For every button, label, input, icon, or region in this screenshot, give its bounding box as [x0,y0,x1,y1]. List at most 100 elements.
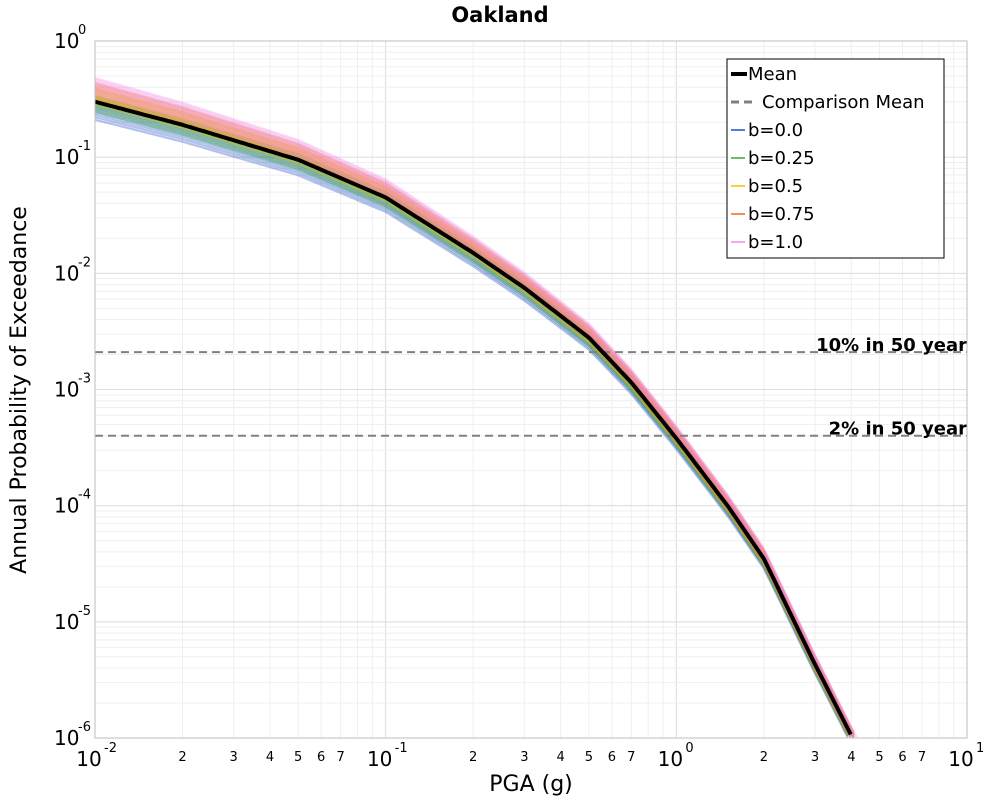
legend-label: b=0.0 [748,120,803,141]
y-tick-exponent: -5 [78,604,91,619]
branch-curve [94,76,858,738]
reference-line-label: 2% in 50 year [829,419,967,440]
x-tick-base: 10 [76,747,101,771]
x-minor-tick-label: 4 [847,750,855,765]
tick-labels: 10 -2 10 -1 10 0 10 12 3 4 5 6 7 2 3 4 5 6 7 2 3 4 5 6 710010-11… [54,23,984,771]
x-minor-tick-label: 6 [608,750,616,765]
branch-curve [94,94,855,736]
y-major-tick-label: 10-2 [54,255,91,285]
x-minor-tick-label: 5 [585,750,593,765]
y-major-tick-label: 10-4 [54,488,91,518]
x-minor-tick-label: 6 [317,750,325,765]
y-tick-base: 10 [54,145,79,169]
legend-item: Mean [731,64,797,85]
plot-frame [94,40,968,739]
legend-item: b=0.25 [731,148,815,169]
y-tick-exponent: -1 [78,139,91,154]
branch-curve [94,90,855,737]
y-tick-exponent: -3 [78,372,91,387]
x-major-tick-label: 10 -1 [367,741,408,771]
branch-curve [94,113,849,735]
x-major-tick-label: 10 1 [948,741,984,771]
branch-curve [94,82,855,737]
y-major-tick-label: 10-1 [54,139,91,169]
y-tick-exponent: -6 [78,720,91,735]
x-minor-tick-label: 2 [469,750,477,765]
x-minor-tick-label: 3 [230,750,238,765]
x-minor-tick-label: 7 [627,750,635,765]
branch-curve [94,85,855,736]
y-tick-exponent: -4 [78,488,91,503]
y-tick-base: 10 [54,29,79,53]
y-tick-base: 10 [54,378,79,402]
branch-curve [94,106,849,734]
x-axis-label: PGA (g) [489,772,573,797]
branch-curve [94,118,849,739]
x-minor-tick-label: 7 [337,750,345,765]
legend-item: b=0.0 [731,120,803,141]
x-tick-base: 10 [658,747,683,771]
grid [94,41,967,739]
x-tick-exponent: 0 [685,741,693,756]
reference-lines: 10% in 50 year 2% in 50 year [95,335,967,440]
branch-curve [94,96,855,737]
branch-curve [94,80,855,735]
x-tick-base: 10 [948,747,973,771]
branch-curve [94,84,855,739]
mean-curve-layer [94,99,853,736]
branch-curve [94,110,849,737]
legend-label: b=1.0 [748,232,803,253]
legend: Mean Comparison Mean b=0.0 b=0.25 b=0.5 b=0.7… [726,58,945,259]
x-minor-tick-label: 5 [294,750,302,765]
x-tick-exponent: 1 [976,741,984,756]
y-tick-base: 10 [54,726,79,750]
reference-line-label: 10% in 50 year [816,335,967,356]
x-minor-tick-label: 7 [918,750,926,765]
chart-title: Oakland [451,3,548,27]
legend-label: Comparison Mean [762,92,925,113]
branch-curve [94,116,849,737]
y-tick-base: 10 [54,610,79,634]
y-major-tick-label: 10-5 [54,604,91,634]
branch-curve [94,111,849,733]
x-minor-tick-label: 4 [266,750,274,765]
branch-curve [94,108,849,735]
x-minor-tick-label: 2 [760,750,768,765]
branch-curve [94,103,849,736]
legend-label: b=0.25 [748,148,815,169]
legend-label: b=0.75 [748,204,815,225]
x-minor-tick-label: 5 [875,750,883,765]
y-axis-label: Annual Probability of Exceedance [7,206,32,574]
branch-curve [94,87,855,734]
branch-curve [94,83,855,735]
y-tick-base: 10 [54,494,79,518]
legend-item: b=1.0 [731,232,803,253]
legend-box [726,58,945,259]
x-minor-tick-label: 2 [178,750,186,765]
branch-curve [94,87,855,738]
legend-item: Comparison Mean [731,92,925,113]
legend-item: b=0.75 [731,204,815,225]
x-minor-tick-label: 3 [520,750,528,765]
branch-curve [94,89,855,736]
y-major-tick-label: 10-3 [54,372,91,402]
x-tick-exponent: -1 [395,741,408,756]
mean-curve [94,99,853,736]
x-tick-exponent: -2 [104,741,117,756]
x-minor-tick-label: 4 [557,750,565,765]
x-minor-tick-label: 3 [811,750,819,765]
x-tick-base: 10 [367,747,392,771]
branch-series-b=1.0 [94,76,858,739]
branch-curve [94,81,855,733]
legend-label: Mean [748,64,797,85]
branch-curve [94,78,855,734]
x-major-tick-label: 10 0 [658,741,694,771]
y-tick-exponent: -2 [78,255,91,270]
x-minor-tick-label: 6 [898,750,906,765]
legend-label: b=0.5 [748,176,803,197]
y-tick-base: 10 [54,261,79,285]
legend-item: b=0.5 [731,176,803,197]
y-major-tick-label: 100 [54,23,86,53]
y-tick-exponent: 0 [78,23,86,38]
